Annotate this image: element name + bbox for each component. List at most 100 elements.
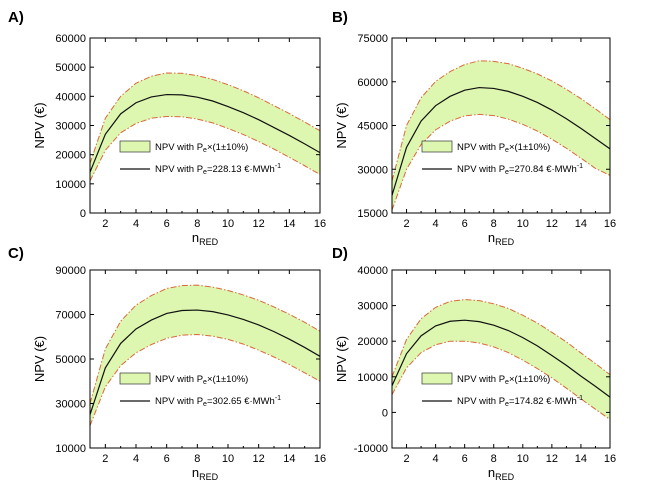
x-axis-label: nRED (488, 465, 515, 480)
x-tick-label: 4 (433, 218, 439, 230)
x-tick-label: 16 (604, 453, 616, 465)
y-tick-label: 30000 (55, 121, 86, 133)
y-tick-label: 10000 (357, 372, 388, 384)
legend-line-label: NPV with Pe=174.82 €·MWh-1 (457, 395, 583, 408)
x-tick-label: 12 (253, 218, 265, 230)
y-tick-label: 20000 (357, 336, 388, 348)
x-tick-label: 8 (194, 453, 200, 465)
npv-line (90, 93, 320, 173)
x-axis-label: nRED (192, 465, 219, 480)
x-tick-label: 6 (462, 453, 468, 465)
legend-band-label: NPV with Pe×(1±10%) (155, 142, 248, 154)
y-tick-label: 50000 (55, 354, 86, 366)
panel-label: B) (332, 9, 348, 26)
x-tick-label: 4 (433, 453, 439, 465)
x-tick-label: 14 (283, 218, 295, 230)
x-tick-label: 6 (164, 218, 170, 230)
band-upper-line (90, 284, 320, 404)
y-tick-label: 30000 (357, 164, 388, 176)
legend-line-label: NPV with Pe=270.84 €·MWh-1 (457, 163, 583, 176)
x-tick-label: 14 (575, 453, 587, 465)
band-area (392, 60, 610, 211)
x-tick-label: 6 (462, 218, 468, 230)
y-tick-label: 60000 (357, 77, 388, 89)
legend-band-label: NPV with Pe×(1±10%) (457, 142, 550, 154)
x-tick-label: 10 (517, 218, 529, 230)
x-tick-label: 12 (253, 453, 265, 465)
x-tick-label: 2 (102, 218, 108, 230)
x-tick-label: 2 (102, 453, 108, 465)
y-tick-label: 30000 (55, 399, 86, 411)
y-tick-label: 40000 (357, 265, 388, 277)
x-tick-label: 8 (491, 453, 497, 465)
x-tick-label: 4 (133, 218, 139, 230)
legend-band-swatch (421, 140, 453, 153)
x-tick-label: 12 (546, 453, 558, 465)
x-tick-label: 2 (403, 218, 409, 230)
y-tick-label: 45000 (357, 121, 388, 133)
y-tick-label: 90000 (55, 265, 86, 277)
y-tick-label: 15000 (357, 208, 388, 220)
band-upper-line (392, 60, 610, 182)
npv-line (392, 319, 610, 398)
y-tick-label: 10000 (55, 179, 86, 191)
y-tick-label: 70000 (55, 310, 86, 322)
panel-label: C) (8, 245, 24, 262)
panel-label: D) (332, 245, 348, 262)
x-tick-label: 14 (575, 218, 587, 230)
x-tick-label: 8 (194, 218, 200, 230)
band-area (392, 299, 610, 420)
legend-line-label: NPV with Pe=302.65 €·MWh-1 (155, 395, 281, 408)
axes-frame (391, 269, 611, 449)
x-tick-label: 8 (491, 218, 497, 230)
y-tick-label: 75000 (357, 33, 388, 45)
y-axis-label: NPV (€) (32, 102, 47, 148)
band-upper-line (392, 299, 610, 377)
legend-line-label: NPV with Pe=228.13 €·MWh-1 (155, 163, 281, 176)
npv-line (392, 86, 610, 196)
y-tick-label: 30000 (357, 301, 388, 313)
band-lower-line (392, 340, 610, 420)
x-tick-label: 2 (403, 453, 409, 465)
y-axis-label: NPV (€) (334, 336, 349, 382)
band-upper-line (90, 72, 320, 164)
y-tick-label: 60000 (55, 33, 86, 45)
panel-b: B) 2 4 6 8 10 12 14 16 15000 30000 45000 60000 75000 N… (332, 9, 616, 247)
x-axis-label: nRED (488, 230, 515, 247)
y-tick-label: 10000 (55, 443, 86, 455)
legend-band-label: NPV with Pe×(1±10%) (457, 374, 550, 386)
legend-band-swatch (119, 140, 151, 153)
x-tick-label: 16 (314, 453, 326, 465)
x-tick-label: 4 (133, 453, 139, 465)
y-tick-label: 0 (80, 208, 86, 220)
y-axis-label: NPV (€) (32, 336, 47, 382)
x-tick-label: 16 (314, 218, 326, 230)
band-lower-line (90, 334, 320, 426)
npv-line (90, 309, 320, 415)
band-lower-line (90, 115, 320, 182)
x-tick-label: 10 (222, 453, 234, 465)
x-tick-label: 10 (222, 218, 234, 230)
x-tick-label: 6 (164, 453, 170, 465)
y-tick-label: 0 (382, 407, 388, 419)
x-tick-label: 14 (283, 453, 295, 465)
panel-c: C) 2 4 6 8 10 12 14 16 10000 30000 50000 70000 90000 N… (8, 245, 326, 480)
x-tick-label: 12 (546, 218, 558, 230)
panel-a: A) 2 4 6 8 10 12 14 16 0 10000 20000 30000 40000 50000… (8, 9, 326, 247)
y-axis-label: NPV (€) (334, 102, 349, 148)
panel-d: D) 2 4 6 8 10 12 14 16 -10000 0 10000 20000 30000 4000… (332, 245, 616, 480)
x-axis-label: nRED (192, 230, 219, 247)
y-tick-label: 20000 (55, 150, 86, 162)
panel-label: A) (8, 9, 24, 26)
y-tick-label: -10000 (354, 443, 388, 455)
legend-band-label: NPV with Pe×(1±10%) (155, 374, 248, 386)
band-area (90, 285, 320, 426)
legend-band-swatch (421, 372, 453, 385)
band-area (90, 73, 320, 181)
x-tick-label: 10 (517, 453, 529, 465)
y-tick-label: 50000 (55, 62, 86, 74)
legend-band-swatch (119, 372, 151, 385)
x-tick-label: 16 (604, 218, 616, 230)
band-lower-line (392, 113, 610, 211)
